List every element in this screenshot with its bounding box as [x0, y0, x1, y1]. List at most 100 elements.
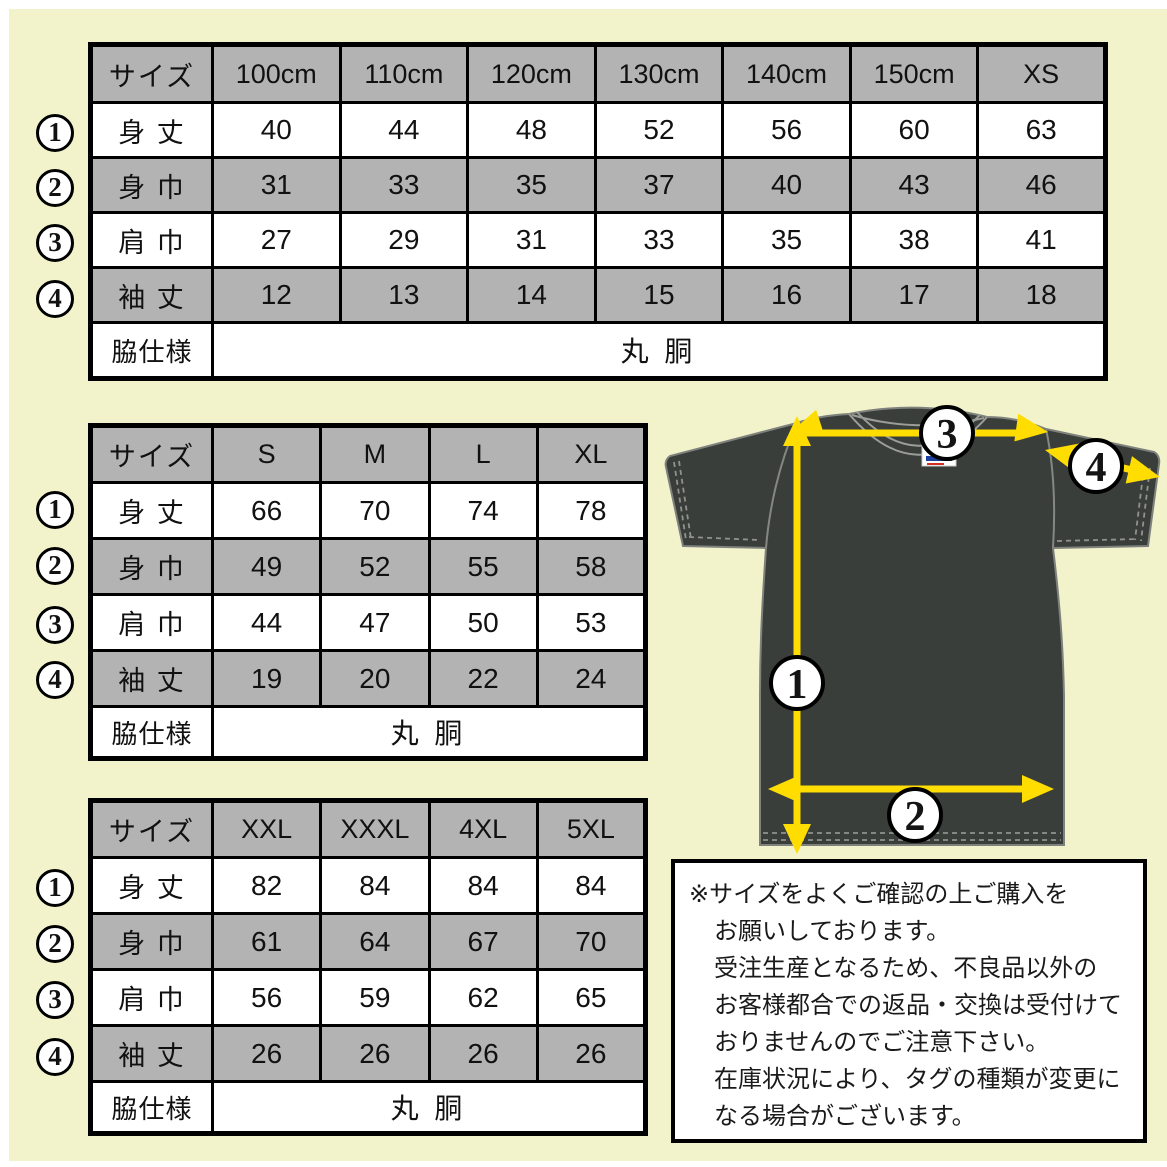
side-spec-value-cell: 丸 胴: [211, 1080, 647, 1135]
measurement-label-cell: 身 丈: [89, 101, 214, 159]
size-column-header: S: [210, 424, 323, 484]
measurement-value-cell: 19: [210, 649, 323, 708]
measurement-label-cell: 肩 巾: [89, 211, 214, 269]
measurement-value-cell: 12: [211, 266, 342, 324]
measurement-value-cell: 70: [319, 481, 431, 540]
measurement-value-cell: 35: [466, 156, 597, 214]
measurement-row: 肩 巾 56 59 62 65: [89, 968, 648, 1027]
measurement-label-cell: 袖 丈: [89, 649, 214, 708]
measurement-value-cell: 38: [848, 211, 980, 269]
measurement-value-cell: 22: [427, 649, 539, 708]
measurement-label-cell: 身 巾: [89, 156, 214, 214]
circled-number-2: 2: [36, 925, 74, 963]
measurement-value-cell: 35: [721, 211, 852, 269]
measurement-row: 身 巾 49 52 55 58: [89, 537, 648, 596]
measurement-value-cell: 74: [427, 481, 539, 540]
purchase-notice-box: ※サイズをよくご確認の上ご購入を お願いしております。 受注生産となるため、不良品以…: [671, 859, 1147, 1143]
size-column-header: 5XL: [535, 799, 648, 859]
tshirt-silhouette: [664, 406, 1161, 846]
measurement-value-cell: 52: [319, 537, 431, 596]
side-spec-label-cell: 脇仕様: [89, 705, 214, 760]
notice-line-5: おりませんのでご注意下さい。: [714, 1029, 1050, 1056]
adult-size-table: サイズ S M L XL 身 丈 66 70 74 78 身 巾 49 52 55 58 肩 巾 44 47 50 5…: [88, 423, 648, 761]
measurement-row: 身 巾 31 33 35 37 40 43 46: [89, 156, 1107, 214]
measurement-value-cell: 52: [593, 101, 725, 159]
measurement-value-cell: 26: [535, 1024, 648, 1083]
circled-number-2: 2: [36, 547, 74, 585]
measurement-label-cell: 身 巾: [89, 912, 214, 971]
header-row: サイズ S M L XL: [89, 424, 648, 484]
measurement-value-cell: 14: [466, 266, 597, 324]
measurement-label-cell: 肩 巾: [89, 968, 214, 1027]
measurement-value-cell: 61: [210, 912, 323, 971]
side-spec-value-cell: 丸 胴: [211, 705, 647, 760]
tshirt-measurement-diagram: 1 2 3 4: [664, 405, 1161, 854]
diagram-marker-3: 3: [937, 412, 958, 458]
side-spec-label-cell: 脇仕様: [89, 321, 214, 380]
measurement-value-cell: 46: [976, 156, 1107, 214]
measurement-label-cell: 身 丈: [89, 481, 214, 540]
diagram-marker-1: 1: [787, 662, 808, 708]
circle-3: [919, 405, 975, 461]
measurement-value-cell: 56: [721, 101, 852, 159]
circle-2: [887, 787, 943, 843]
circled-number-4: 4: [36, 280, 74, 318]
circled-number-1: 1: [36, 491, 74, 529]
size-column-header: XXL: [210, 799, 323, 859]
measurement-value-cell: 56: [210, 968, 323, 1027]
size-column-header: XS: [976, 43, 1107, 104]
measurement-label-cell: 身 丈: [89, 856, 214, 915]
size-header-cell: サイズ: [89, 424, 214, 484]
measurement-value-cell: 60: [848, 101, 980, 159]
plus-sizes-table: サイズ XXL XXXL 4XL 5XL 身 丈 82 84 84 84 身 巾 61 64 67 70 肩 …: [88, 798, 648, 1136]
measurement-value-cell: 43: [848, 156, 980, 214]
circle-1: [769, 655, 825, 711]
size-column-header: 120cm: [466, 43, 597, 104]
notice-line-2: お願いしております。: [714, 918, 951, 945]
measurement-value-cell: 49: [210, 537, 323, 596]
arrowhead-right-icon: [1022, 775, 1054, 803]
arrowhead-right-icon: [1014, 413, 1048, 442]
side-spec-value-cell: 丸 胴: [211, 321, 1107, 380]
arrowhead-left-icon: [768, 775, 800, 803]
size-column-header: M: [319, 424, 431, 484]
measurement-value-cell: 64: [319, 912, 431, 971]
measurement-value-cell: 48: [466, 101, 597, 159]
notice-line-4: お客様都合での返品・交換は受付けて: [714, 992, 1122, 1019]
measurement-value-cell: 18: [976, 266, 1107, 324]
measurement-value-cell: 41: [976, 211, 1107, 269]
side-spec-row: 脇仕様丸 胴: [89, 1080, 647, 1135]
measurement-value-cell: 40: [211, 101, 342, 159]
measurement-value-cell: 50: [427, 593, 539, 652]
diagram-marker-2: 2: [905, 794, 926, 840]
measurement-value-cell: 70: [535, 912, 648, 971]
measurement-row: 身 丈 66 70 74 78: [89, 481, 648, 540]
measurement-value-cell: 24: [535, 649, 648, 708]
measurement-value-cell: 33: [593, 211, 725, 269]
measurement-value-cell: 29: [338, 211, 470, 269]
size-header-cell: サイズ: [89, 43, 214, 104]
measurement-label-cell: 肩 巾: [89, 593, 214, 652]
measurement-value-cell: 53: [535, 593, 648, 652]
size-header-cell: サイズ: [89, 799, 214, 859]
measurement-value-cell: 62: [427, 968, 539, 1027]
measurement-value-cell: 84: [535, 856, 648, 915]
diagram-markers: 1 2 3 4: [769, 405, 1124, 843]
measurement-value-cell: 59: [319, 968, 431, 1027]
measurement-value-cell: 44: [338, 101, 470, 159]
circled-number-3: 3: [36, 981, 74, 1019]
measurement-value-cell: 47: [319, 593, 431, 652]
size-column-header: XXXL: [319, 799, 431, 859]
measurement-value-cell: 27: [211, 211, 342, 269]
arrowhead-down-icon: [783, 824, 811, 854]
measurement-row: 身 丈 40 44 48 52 56 60 63: [89, 101, 1107, 159]
measurement-row: 肩 巾 44 47 50 53: [89, 593, 648, 652]
size-column-header: 110cm: [338, 43, 470, 104]
circled-number-3: 3: [36, 606, 74, 644]
circled-number-3: 3: [36, 224, 74, 262]
header-row: サイズ XXL XXXL 4XL 5XL: [89, 799, 648, 859]
measurement-value-cell: 44: [210, 593, 323, 652]
measurement-row: 身 巾 61 64 67 70: [89, 912, 648, 971]
measurement-row: 袖 丈 12 13 14 15 16 17 18: [89, 266, 1107, 324]
